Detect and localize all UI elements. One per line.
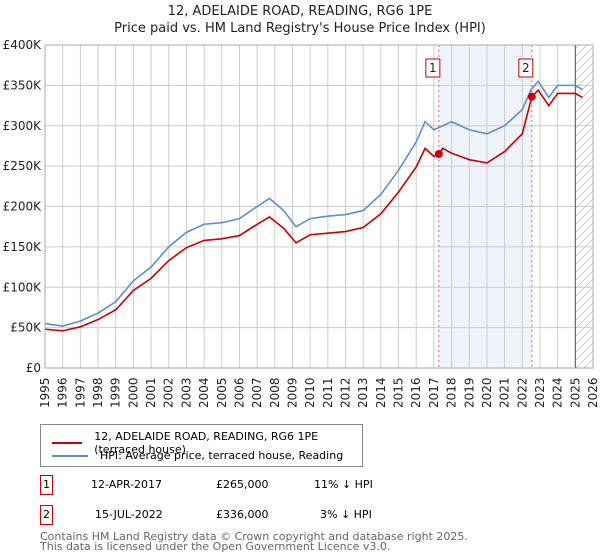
y-tick-label: £250K: [3, 159, 43, 173]
footer-line: Contains HM Land Registry data © Crown c…: [40, 530, 468, 543]
legend-item-property: 12, ADELAIDE ROAD, READING, RG6 1PE (ter…: [52, 430, 362, 456]
x-tick-label: 2019: [462, 377, 476, 408]
x-tick-label: 2008: [268, 377, 282, 408]
sale-point: [434, 150, 443, 159]
y-tick-label: £200K: [3, 200, 43, 214]
x-tick-label: 1998: [91, 377, 105, 408]
x-tick-label: 2013: [356, 377, 370, 408]
sale-marker-badge: 2: [40, 505, 53, 525]
sale-badge: [425, 58, 441, 78]
x-tick-label: 2012: [339, 377, 353, 408]
sale-point: [527, 92, 536, 101]
series-line: [44, 80, 583, 327]
sale-hpi: 11% ↓ HPI: [314, 478, 373, 491]
x-tick-label: 2018: [445, 377, 459, 408]
sale-row: 2 15-JUL-2022 £336,000 3% ↓ HPI: [40, 505, 440, 527]
y-tick-label: £350K: [3, 78, 43, 92]
x-tick-label: 2022: [515, 377, 529, 408]
legend: 12, ADELAIDE ROAD, READING, RG6 1PE (ter…: [40, 424, 363, 467]
y-tick-label: £400K: [3, 38, 43, 52]
plot-border: [44, 44, 594, 369]
y-tick-label: £0: [26, 361, 41, 375]
y-tick-label: £300K: [3, 119, 43, 133]
legend-label: HPI: Average price, terraced house, Read…: [100, 449, 344, 462]
x-tick-label: 1996: [56, 377, 70, 408]
x-tick-label: 2010: [303, 377, 317, 408]
x-tick-label: 2016: [409, 377, 423, 408]
x-tick-label: 2024: [551, 377, 565, 408]
sale-row: 1 12-APR-2017 £265,000 11% ↓ HPI: [40, 475, 440, 497]
footer-line: This data is licensed under the Open Gov…: [40, 540, 391, 553]
x-tick-label: 2017: [427, 377, 441, 408]
x-tick-label: 2026: [586, 377, 600, 408]
x-tick-label: 2000: [126, 377, 140, 408]
x-tick-label: 2020: [480, 377, 494, 408]
x-tick-label: 2004: [197, 377, 211, 408]
chart-subtitle: Price paid vs. HM Land Registry's House …: [114, 21, 486, 36]
legend-label: 12, ADELAIDE ROAD, READING, RG6 1PE (ter…: [94, 430, 319, 456]
sale-price: £265,000: [216, 478, 269, 491]
x-tick-label: 2015: [392, 377, 406, 408]
x-tick-label: 2023: [533, 377, 547, 408]
x-tick-label: 2001: [144, 377, 158, 408]
y-tick-label: £100K: [3, 280, 43, 294]
x-tick-label: 2011: [321, 377, 335, 408]
sale-price: £336,000: [216, 508, 269, 521]
y-tick-label: £150K: [3, 240, 43, 254]
x-tick-label: 2007: [250, 377, 264, 408]
legend-item-hpi: HPI: Average price, terraced house, Read…: [52, 449, 343, 462]
x-tick-label: 1995: [38, 377, 52, 408]
sale-badge-label: 2: [522, 61, 530, 75]
chart: 1995 1996 1997 1998 1999 2000 2001 2002 2003 2004…: [3, 38, 600, 408]
chart-title: 12, ADELAIDE ROAD, READING, RG6 1PE: [167, 4, 433, 19]
sale-date: 15-JUL-2022: [95, 508, 163, 521]
x-tick-label: 2005: [215, 377, 229, 408]
sale-badge-label: 1: [429, 61, 437, 75]
x-tick-label: 2006: [232, 377, 246, 408]
footer: Contains HM Land Registry data © Crown c…: [40, 530, 468, 553]
x-tick-label: 1999: [109, 377, 123, 408]
series-line: [44, 88, 583, 332]
sale-marker-badge: 1: [40, 475, 53, 495]
x-tick-label: 2009: [285, 377, 299, 408]
x-tick-label: 1997: [73, 377, 87, 408]
x-tick-label: 2003: [179, 377, 193, 408]
sale-hpi: 3% ↓ HPI: [320, 508, 372, 521]
x-tick-label: 2014: [374, 377, 388, 408]
sale-badge: [518, 58, 534, 78]
y-tick-label: £50K: [10, 321, 42, 335]
x-tick-label: 2002: [162, 377, 176, 408]
x-tick-label: 2021: [498, 377, 512, 408]
sale-date: 12-APR-2017: [91, 478, 163, 491]
x-tick-label: 2025: [568, 377, 582, 408]
